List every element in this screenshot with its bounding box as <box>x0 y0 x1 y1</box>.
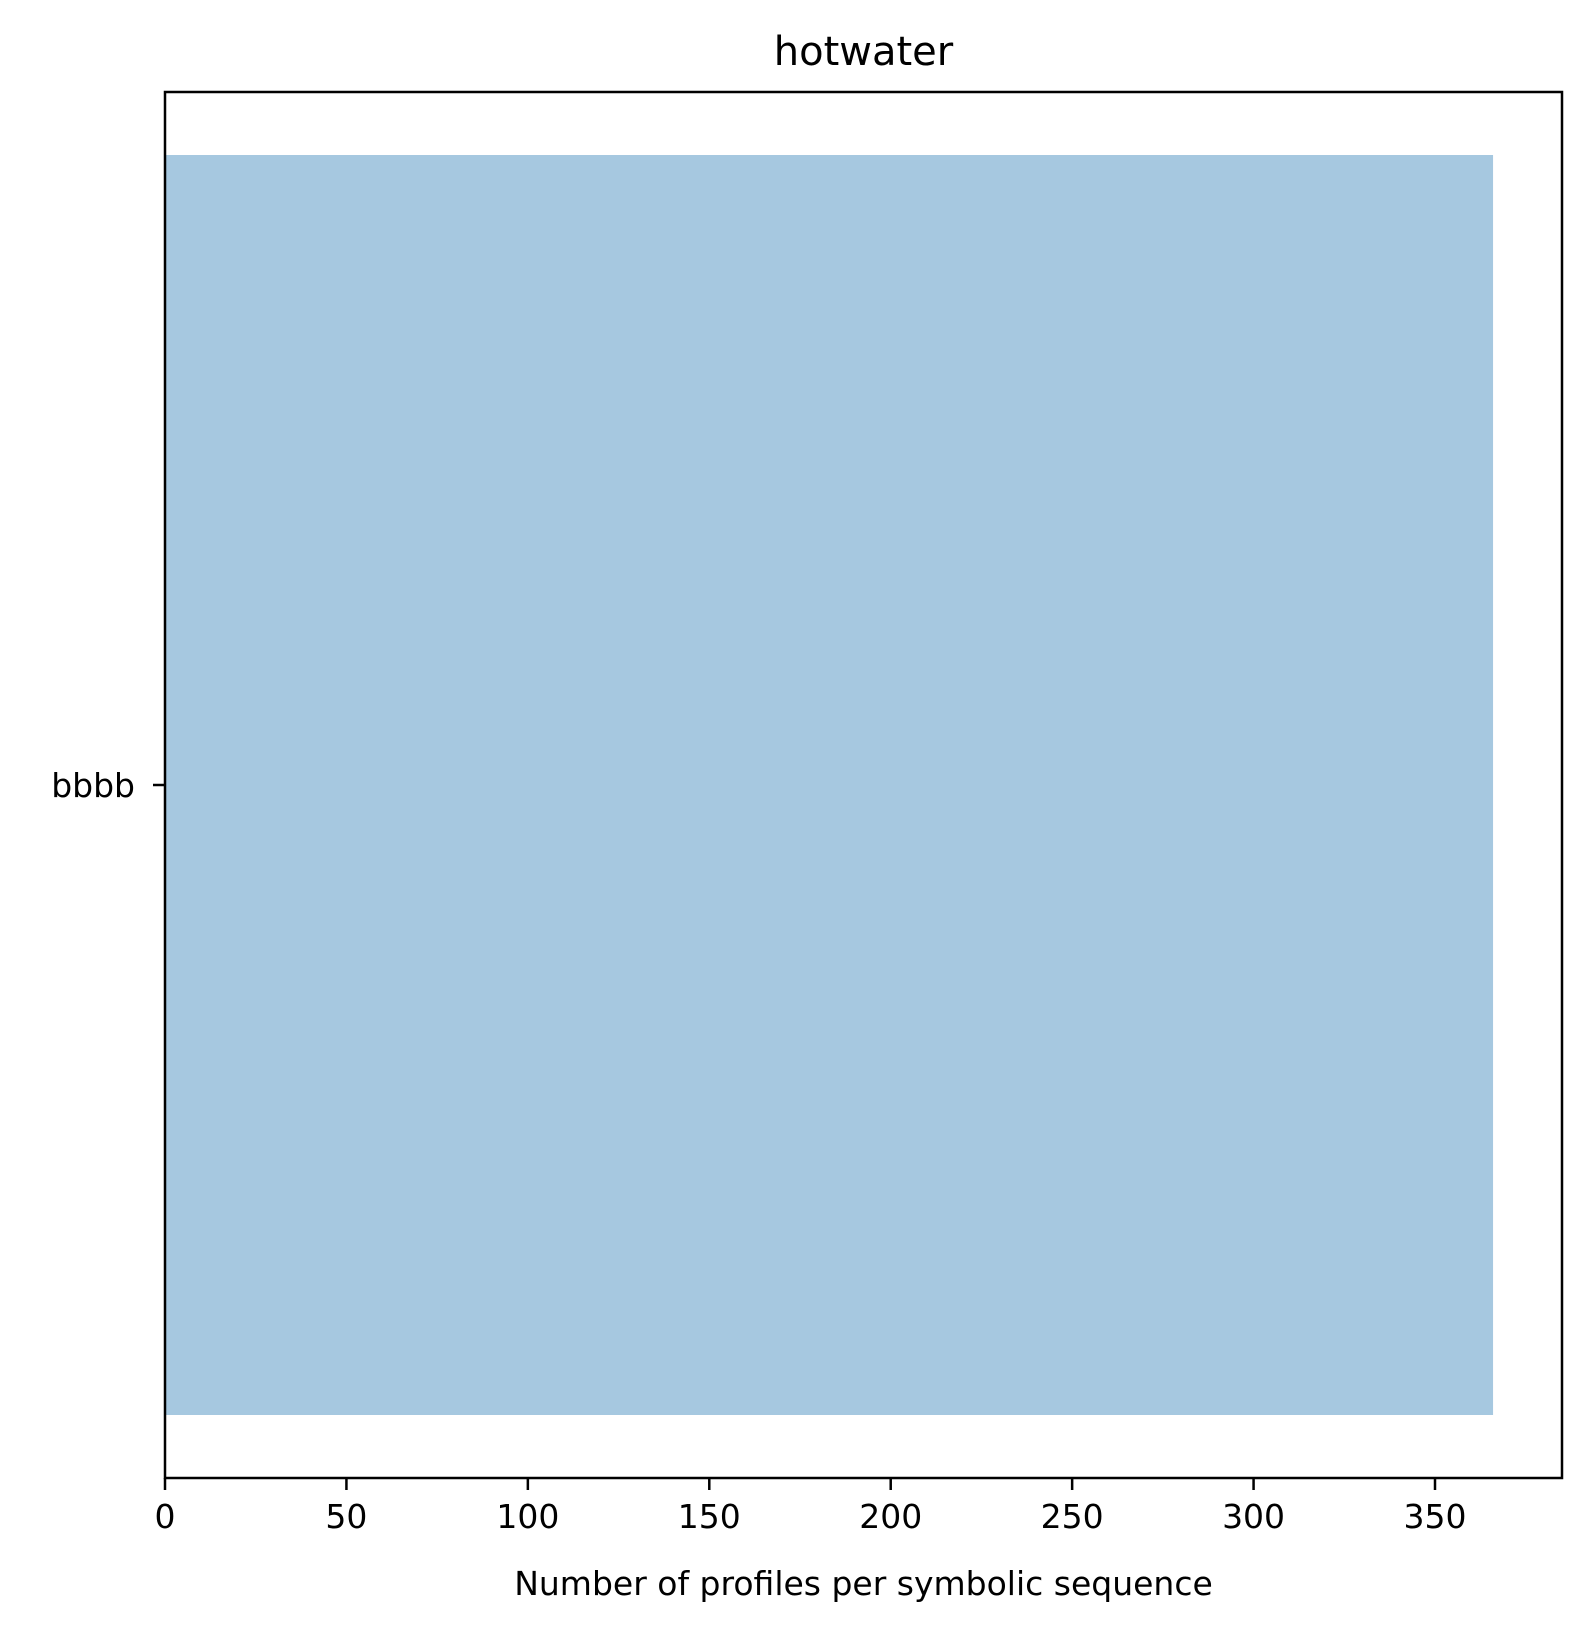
x-tick-label: 350 <box>1404 1497 1467 1536</box>
y-axis-ticks: bbbb <box>51 766 165 805</box>
x-tick-label: 0 <box>155 1497 176 1536</box>
x-axis-ticks: 0 50 100 150 200 250 300 350 <box>155 1478 1467 1536</box>
bar-bbbb <box>165 155 1494 1415</box>
x-tick-label: 200 <box>859 1497 922 1536</box>
y-tick-label: bbbb <box>51 766 135 805</box>
x-axis-label: Number of profiles per symbolic sequence <box>514 1564 1213 1603</box>
x-tick-label: 250 <box>1041 1497 1104 1536</box>
bars-group <box>165 155 1494 1415</box>
x-tick-label: 150 <box>678 1497 741 1536</box>
x-tick-label: 100 <box>496 1497 559 1536</box>
x-tick-label: 300 <box>1222 1497 1285 1536</box>
x-tick-label: 50 <box>325 1497 367 1536</box>
chart-title: hotwater <box>774 29 954 75</box>
